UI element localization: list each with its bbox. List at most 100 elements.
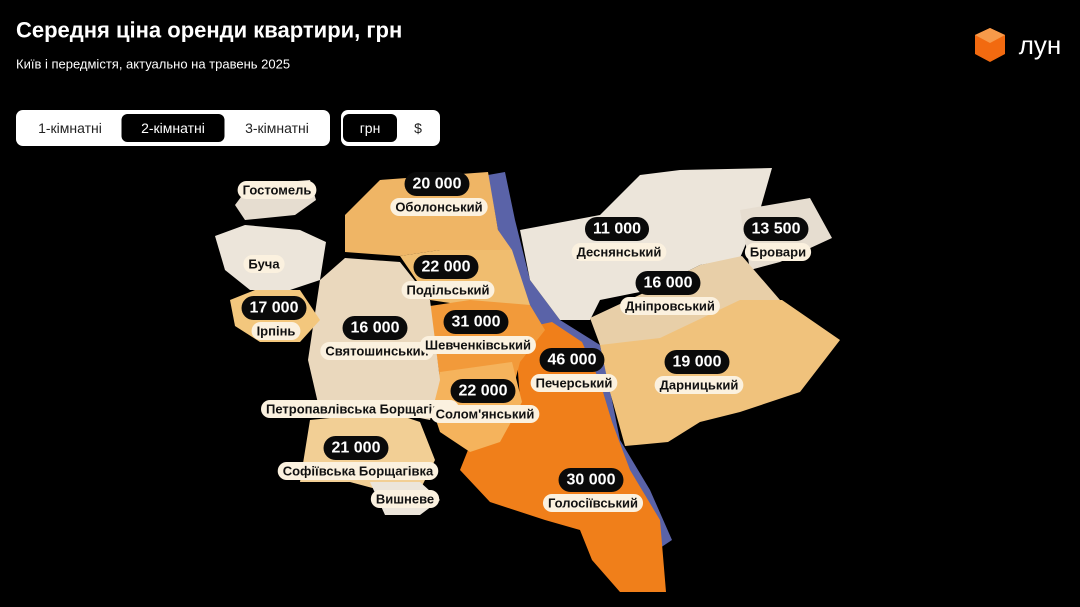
region-name-text: Голосіївський	[548, 496, 638, 511]
region-name-text: Святошинський	[325, 344, 428, 359]
tab[interactable]: 2-кімнатні	[121, 114, 225, 142]
region-name: Голосіївський	[542, 494, 644, 512]
price-label: 21 000	[323, 436, 389, 460]
region-name-bg	[370, 490, 440, 508]
region-name: Петропавлівська Борщагівка	[261, 400, 459, 418]
price-label-bg	[584, 217, 650, 241]
region-name: Ірпінь	[251, 322, 301, 340]
price-label-text: 17 000	[250, 300, 299, 317]
region-name: Вишневе	[370, 490, 440, 508]
logo-cube-top	[975, 28, 1005, 43]
region-name: Оболонський	[390, 198, 488, 216]
region-name-text: Солом'янський	[436, 407, 535, 422]
region-name: Буча	[243, 255, 285, 273]
region-name-bg	[320, 342, 434, 360]
region-name-text: Гостомель	[243, 183, 312, 198]
price-label: 13 500	[743, 217, 809, 241]
tab-label: 1-кімнатні	[38, 120, 102, 136]
region-name: Печерський	[530, 374, 618, 392]
region-name: Солом'янський	[430, 405, 540, 423]
price-label: 20 000	[404, 172, 470, 196]
region-name-text: Буча	[248, 257, 280, 272]
price-label-text: 19 000	[673, 354, 722, 371]
region-name: Святошинський	[320, 342, 434, 360]
price-label-bg	[241, 296, 307, 320]
price-label: 30 000	[558, 468, 624, 492]
price-label: 31 000	[443, 310, 509, 334]
region-name-text: Дарницький	[660, 378, 739, 393]
price-label: 22 000	[413, 255, 479, 279]
region-name-bg	[420, 336, 536, 354]
region-name-bg	[261, 400, 459, 418]
price-label-bg	[450, 379, 516, 403]
price-label-bg	[323, 436, 389, 460]
price-label-text: 16 000	[644, 275, 693, 292]
tab[interactable]: $	[414, 120, 422, 136]
region-name-text: Вишневе	[376, 492, 434, 507]
price-label-bg	[443, 310, 509, 334]
logo-text: лун	[1019, 30, 1062, 60]
region-name-bg	[620, 297, 720, 315]
price-label: 17 000	[241, 296, 307, 320]
region-name: Деснянський	[571, 243, 667, 261]
tab-label: 3-кімнатні	[245, 120, 309, 136]
tab-label: $	[414, 120, 422, 136]
price-label-text: 16 000	[351, 320, 400, 337]
region-name-bg	[251, 322, 301, 340]
region-name: Подільський	[401, 281, 495, 299]
tab-label: 2-кімнатні	[141, 120, 205, 136]
region-name-text: Ірпінь	[257, 324, 296, 339]
price-label-bg	[404, 172, 470, 196]
price-label: 11 000	[584, 217, 650, 241]
region-name: Дарницький	[654, 376, 744, 394]
tab-active	[121, 114, 225, 142]
price-label: 16 000	[635, 271, 701, 295]
region-name-bg	[571, 243, 667, 261]
price-label-text: 22 000	[422, 259, 471, 276]
price-label-text: 31 000	[452, 314, 501, 331]
price-label-text: 20 000	[413, 176, 462, 193]
title: Середня ціна оренди квартири, грн	[16, 18, 402, 43]
price-label: 19 000	[664, 350, 730, 374]
region-name-text: Оболонський	[395, 200, 482, 215]
region-name-bg	[654, 376, 744, 394]
region-name-bg	[243, 255, 285, 273]
price-label-text: 46 000	[548, 352, 597, 369]
region-name: Софіївська Борщагівка	[277, 462, 439, 480]
region-name-bg	[430, 405, 540, 423]
tab[interactable]: 1-кімнатні	[38, 120, 102, 136]
price-label-bg	[413, 255, 479, 279]
region-name-text: Шевченківський	[425, 338, 531, 353]
price-label: 46 000	[539, 348, 605, 372]
region-name-bg	[237, 181, 317, 199]
subtitle: Київ і передмістя, актуально на травень …	[16, 57, 290, 72]
region-name: Бровари	[744, 243, 812, 261]
region-name: Шевченківський	[420, 336, 536, 354]
region-name-bg	[401, 281, 495, 299]
region-name-text: Петропавлівська Борщагівка	[266, 402, 455, 417]
region-name: Гостомель	[237, 181, 317, 199]
price-label-bg	[635, 271, 701, 295]
price-label: 16 000	[342, 316, 408, 340]
tab-label: грн	[360, 120, 381, 136]
price-label: 22 000	[450, 379, 516, 403]
price-label-text: 30 000	[567, 472, 616, 489]
region-name-bg	[530, 374, 618, 392]
logo[interactable]: лун	[975, 28, 1061, 62]
region-name-text: Дніпровський	[625, 299, 715, 314]
region-name-text: Деснянський	[577, 245, 662, 260]
price-label-text: 21 000	[332, 440, 381, 457]
region-name-text: Подільський	[407, 283, 490, 298]
tab[interactable]: 3-кімнатні	[245, 120, 309, 136]
region-name-bg	[277, 462, 439, 480]
region-pecherskyi	[460, 322, 666, 592]
tab[interactable]: грн	[343, 114, 397, 142]
price-label-bg	[743, 217, 809, 241]
price-label-text: 13 500	[752, 221, 801, 238]
price-label-text: 11 000	[593, 221, 641, 238]
price-label-bg	[664, 350, 730, 374]
region-name-text: Печерський	[536, 376, 613, 391]
price-label-bg	[539, 348, 605, 372]
